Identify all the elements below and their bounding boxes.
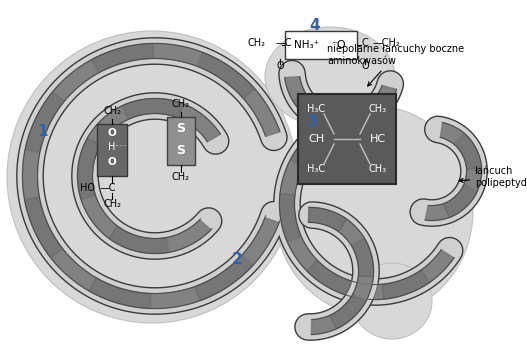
Polygon shape — [422, 250, 454, 282]
Polygon shape — [25, 92, 64, 153]
Bar — [97, 124, 127, 176]
Polygon shape — [153, 43, 202, 66]
Polygon shape — [242, 218, 279, 265]
Polygon shape — [382, 270, 430, 299]
Ellipse shape — [352, 263, 432, 339]
Text: H₃C: H₃C — [307, 104, 325, 114]
Text: O: O — [108, 157, 116, 167]
Text: HO: HO — [80, 183, 95, 193]
Polygon shape — [330, 294, 366, 329]
Polygon shape — [353, 276, 373, 302]
Text: CH₂: CH₂ — [103, 106, 121, 116]
Text: H₃C: H₃C — [307, 164, 325, 174]
Text: CH₂: CH₂ — [248, 38, 266, 48]
Ellipse shape — [7, 31, 297, 323]
Polygon shape — [349, 282, 384, 299]
Polygon shape — [323, 111, 358, 136]
Polygon shape — [425, 204, 450, 220]
Text: 2: 2 — [232, 252, 242, 266]
Text: C: C — [362, 38, 368, 48]
Text: 4: 4 — [310, 18, 320, 33]
Polygon shape — [280, 160, 303, 195]
Text: O: O — [276, 61, 284, 71]
Polygon shape — [53, 60, 97, 101]
Text: CH₂: CH₂ — [103, 199, 121, 209]
Polygon shape — [308, 208, 346, 232]
Polygon shape — [23, 150, 40, 200]
Text: HC: HC — [370, 134, 386, 144]
Text: CH₂: CH₂ — [172, 99, 190, 109]
Text: CH: CH — [308, 134, 324, 144]
Text: 1: 1 — [38, 123, 48, 139]
Polygon shape — [25, 197, 63, 258]
Polygon shape — [339, 219, 364, 245]
Text: —CH₂: —CH₂ — [373, 38, 401, 48]
Text: O: O — [361, 61, 369, 71]
Text: 3: 3 — [307, 115, 317, 130]
Text: łańcuch
polipeptydowy: łańcuch polipeptydowy — [459, 166, 527, 188]
Polygon shape — [179, 104, 220, 142]
Polygon shape — [77, 139, 101, 199]
Polygon shape — [167, 220, 211, 252]
Polygon shape — [311, 316, 337, 335]
Text: niepolarne łańcuchy boczne
aminokwasów: niepolarne łańcuchy boczne aminokwasów — [327, 44, 464, 86]
Polygon shape — [197, 52, 255, 99]
Polygon shape — [443, 185, 477, 218]
Text: S: S — [177, 122, 186, 135]
Text: NH₃⁺: NH₃⁺ — [295, 40, 319, 50]
Text: ·····: ····· — [114, 143, 127, 151]
Polygon shape — [464, 167, 482, 191]
Text: S: S — [177, 145, 186, 158]
Polygon shape — [285, 77, 305, 101]
Polygon shape — [195, 255, 253, 300]
Text: CH₃: CH₃ — [369, 164, 387, 174]
Polygon shape — [293, 93, 329, 126]
Polygon shape — [290, 124, 331, 167]
Polygon shape — [307, 260, 353, 296]
Polygon shape — [244, 89, 280, 136]
Polygon shape — [324, 112, 349, 129]
Polygon shape — [454, 134, 482, 169]
Polygon shape — [374, 85, 397, 111]
Polygon shape — [109, 226, 169, 253]
Polygon shape — [279, 194, 301, 242]
Polygon shape — [287, 237, 317, 271]
Polygon shape — [87, 106, 128, 145]
Ellipse shape — [265, 27, 395, 127]
Polygon shape — [441, 122, 464, 144]
Polygon shape — [92, 43, 153, 73]
Polygon shape — [151, 287, 200, 308]
Polygon shape — [51, 250, 96, 291]
Bar — [167, 117, 195, 165]
Text: CH₃: CH₃ — [369, 104, 387, 114]
Text: ⁻O: ⁻O — [331, 40, 346, 50]
Text: H: H — [109, 142, 116, 152]
Text: —C: —C — [100, 183, 116, 193]
Polygon shape — [81, 196, 118, 238]
Text: —C: —C — [276, 38, 292, 48]
Ellipse shape — [275, 106, 473, 316]
Bar — [285, 31, 357, 59]
Polygon shape — [122, 98, 183, 120]
Polygon shape — [89, 278, 151, 308]
Polygon shape — [351, 238, 374, 276]
Bar — [298, 94, 396, 184]
Text: O: O — [108, 128, 116, 138]
Polygon shape — [346, 100, 384, 128]
Text: CH₂: CH₂ — [172, 172, 190, 182]
